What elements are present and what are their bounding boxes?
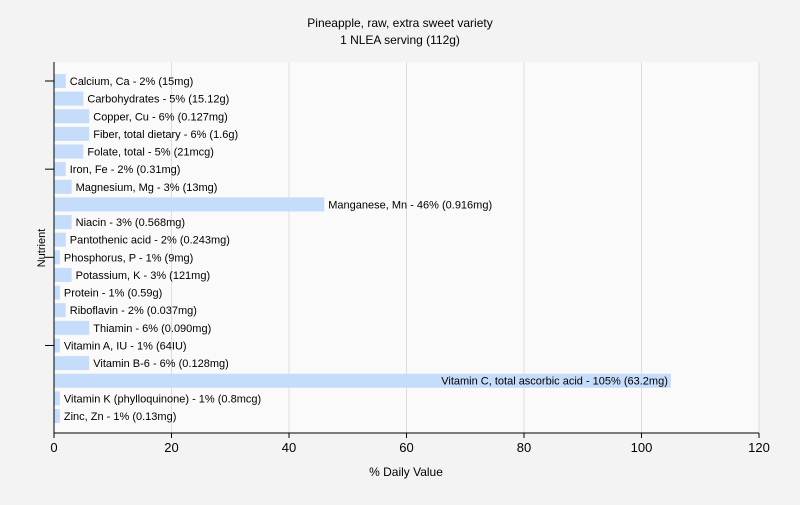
bar-label: Vitamin A, IU - 1% (64IU) xyxy=(64,340,187,352)
x-tick-label: 120 xyxy=(748,440,770,455)
bar xyxy=(54,373,671,388)
x-tick-label: 0 xyxy=(50,440,57,455)
bar xyxy=(54,338,60,353)
bar-label: Protein - 1% (0.59g) xyxy=(64,288,162,300)
bar-label: Magnesium, Mg - 3% (13mg) xyxy=(76,182,218,194)
bar-label: Vitamin C, total ascorbic acid - 105% (6… xyxy=(441,376,668,388)
y-axis-label: Nutrient xyxy=(36,229,48,268)
bar xyxy=(54,232,66,247)
x-tick-label: 20 xyxy=(164,440,178,455)
bar xyxy=(54,303,66,318)
x-tick-label: 80 xyxy=(517,440,531,455)
bar-label: Zinc, Zn - 1% (0.13mg) xyxy=(64,411,176,423)
bar xyxy=(54,179,72,194)
chart-title: Pineapple, raw, extra sweet variety xyxy=(307,16,492,30)
bar xyxy=(54,356,90,371)
bar xyxy=(54,109,90,124)
bar xyxy=(54,215,72,230)
bar-label: Carbohydrates - 5% (15.12g) xyxy=(87,94,229,106)
chart-subtitle: 1 NLEA serving (112g) xyxy=(340,33,460,47)
bar-label: Riboflavin - 2% (0.037mg) xyxy=(70,305,197,317)
bar xyxy=(54,126,90,141)
bar-label: Potassium, K - 3% (121mg) xyxy=(76,270,211,282)
bar xyxy=(54,74,66,88)
bar xyxy=(54,197,325,212)
bar-label: Pantothenic acid - 2% (0.243mg) xyxy=(70,235,230,247)
bar xyxy=(54,144,84,159)
bar-label: Phosphorus, P - 1% (9mg) xyxy=(64,252,193,264)
bar-label: Vitamin K (phylloquinone) - 1% (0.8mcg) xyxy=(64,393,261,405)
bar-label: Copper, Cu - 6% (0.127mg) xyxy=(93,111,228,123)
bar-label: Niacin - 3% (0.568mg) xyxy=(76,217,185,229)
bar-label: Iron, Fe - 2% (0.31mg) xyxy=(70,164,181,176)
bar-label: Thiamin - 6% (0.090mg) xyxy=(93,323,211,335)
bar-label: Fiber, total dietary - 6% (1.6g) xyxy=(93,129,238,141)
x-tick-label: 40 xyxy=(282,440,296,455)
bar xyxy=(54,391,60,406)
bar xyxy=(54,285,60,300)
bar-label: Vitamin B-6 - 6% (0.128mg) xyxy=(93,358,229,370)
bar xyxy=(54,250,60,265)
x-tick-label: 100 xyxy=(631,440,653,455)
bar-label: Calcium, Ca - 2% (15mg) xyxy=(70,76,193,88)
bar-label: Folate, total - 5% (21mcg) xyxy=(87,147,214,159)
x-tick-label: 60 xyxy=(399,440,413,455)
bar xyxy=(54,162,66,177)
x-axis-label: % Daily Value xyxy=(369,465,443,479)
bar xyxy=(54,320,90,335)
bar xyxy=(54,267,72,282)
bar xyxy=(54,91,84,106)
bar-label: Manganese, Mn - 46% (0.916mg) xyxy=(328,199,492,211)
bar xyxy=(54,409,60,423)
